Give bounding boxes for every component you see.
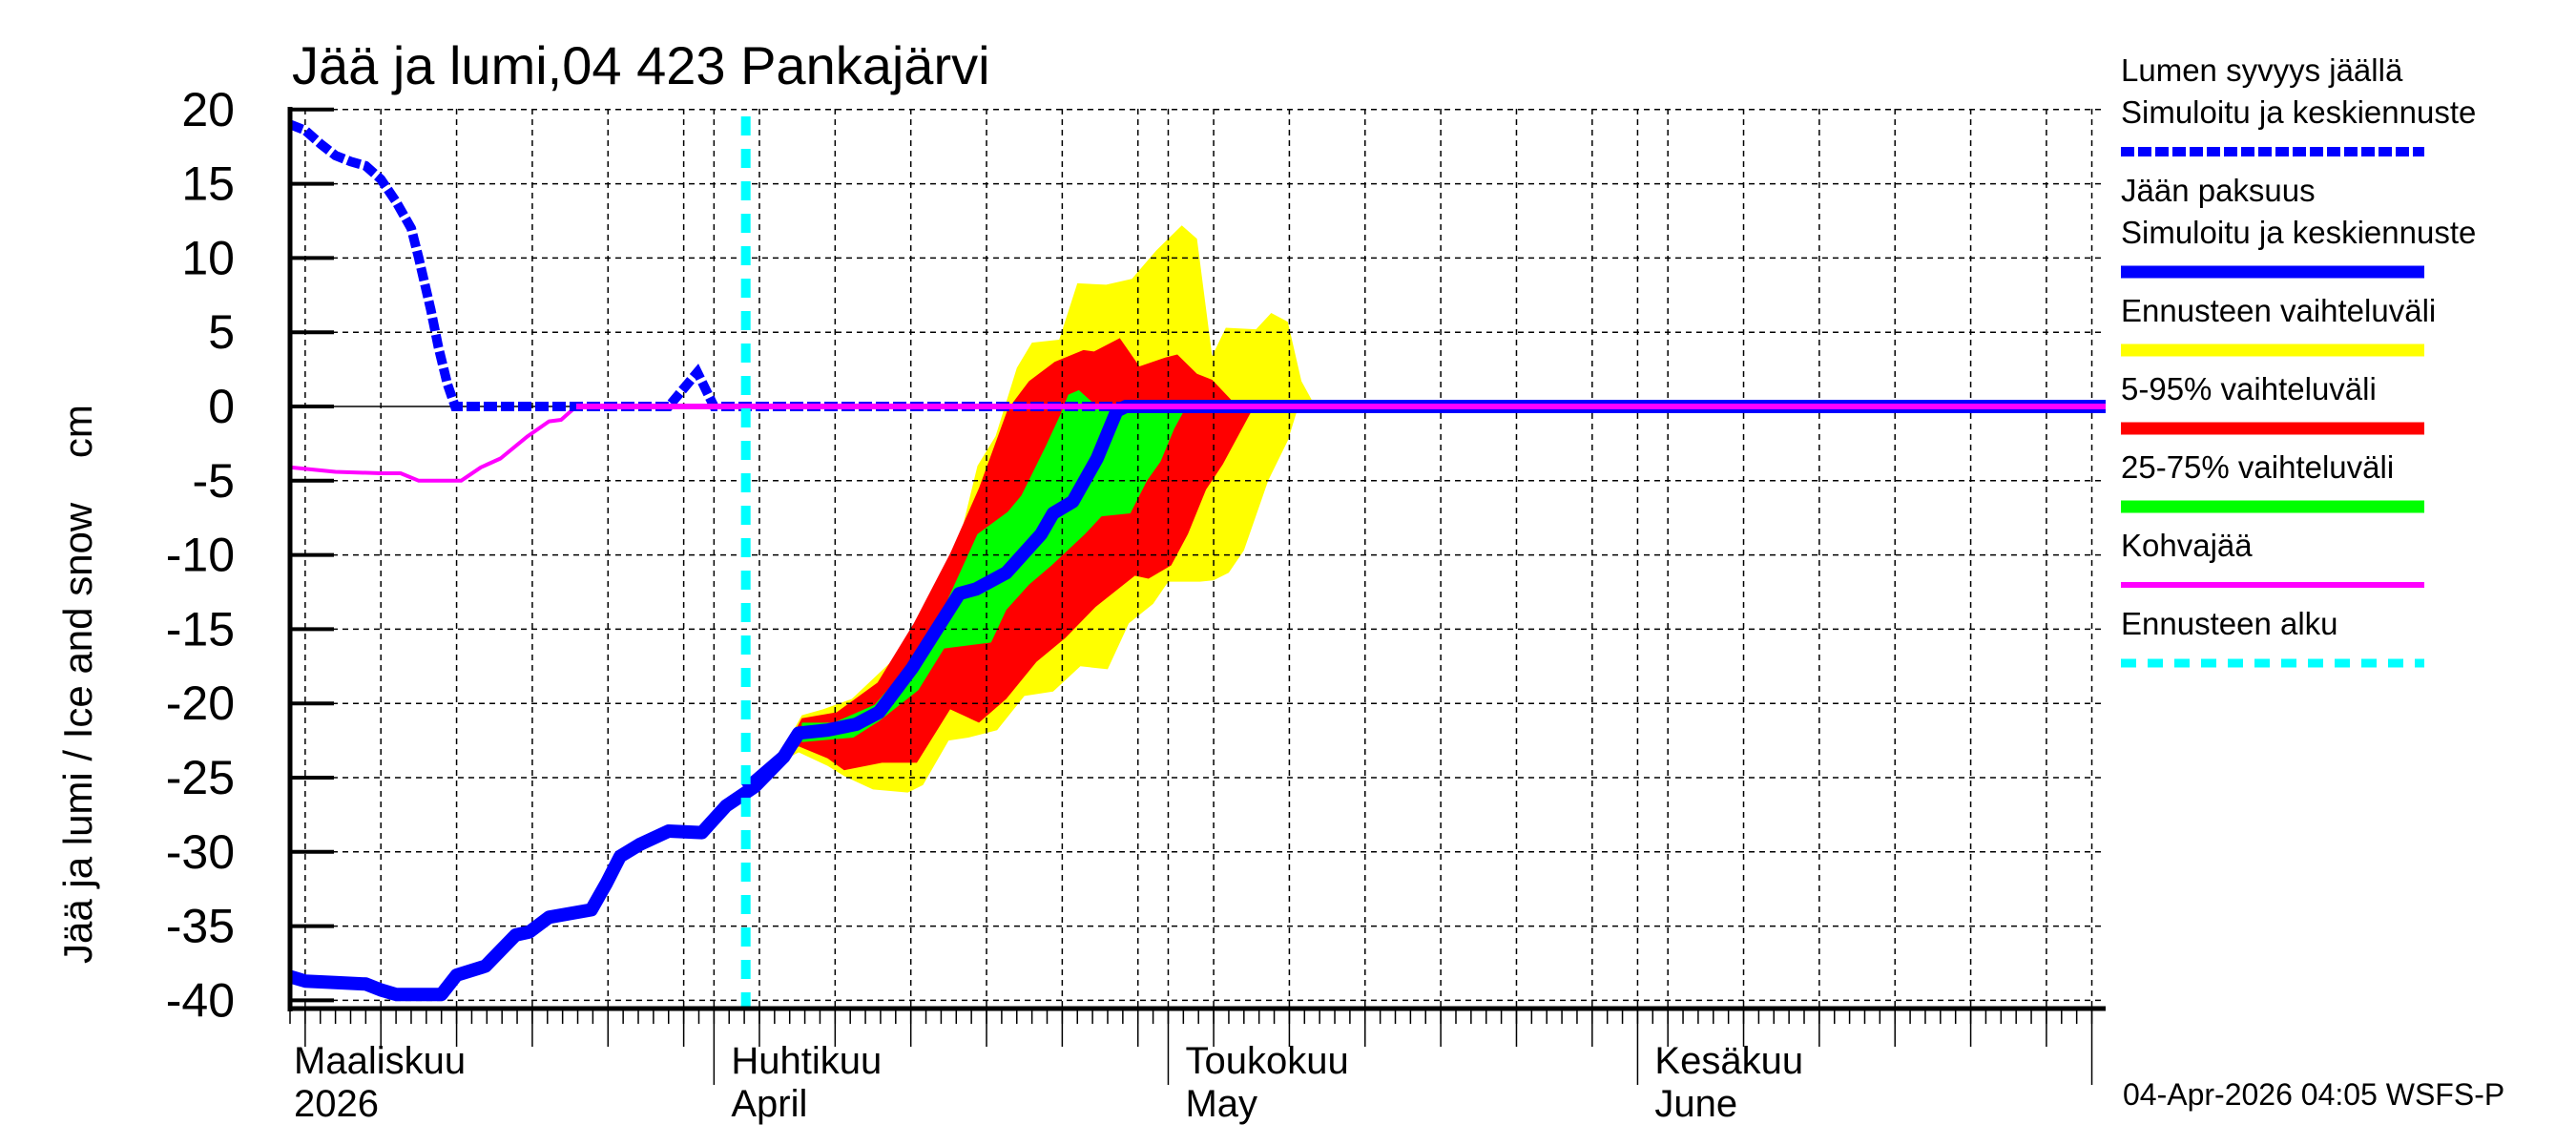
chart-title: Jää ja lumi,04 423 Pankajärvi <box>292 35 990 95</box>
y-tick-label: 0 <box>208 380 235 433</box>
y-tick-label: -40 <box>166 973 235 1027</box>
month-label-fi: Toukokuu <box>1185 1040 1348 1082</box>
ice-thickness-forecast-line <box>741 400 2106 795</box>
y-tick-labels: 20 15 10 5 0 -5 -10 -15 -20 -25 -30 -35 -40 <box>166 83 235 1028</box>
y-tick-label: -5 <box>193 454 235 508</box>
timestamp: 04-Apr-2026 04:05 WSFS-P <box>2123 1077 2504 1112</box>
legend-label: Kohvajää <box>2121 528 2253 563</box>
month-label-en: 2026 <box>294 1083 379 1125</box>
axes <box>287 107 2106 1085</box>
month-label-fi: Maaliskuu <box>294 1040 466 1082</box>
legend: Lumen syvyys jäällä Simuloitu ja keskienn… <box>2121 52 2476 668</box>
y-axis-label: Jää ja lumi / Ice and snow cm <box>55 405 100 964</box>
y-tick-label: 20 <box>181 83 235 136</box>
month-label-en: June <box>1654 1083 1737 1125</box>
forecast-bands <box>745 225 1323 793</box>
month-label-en: May <box>1185 1083 1257 1125</box>
legend-label: 25-75% vaihteluväli <box>2121 449 2394 485</box>
y-tick-label: -10 <box>166 529 235 582</box>
legend-label: Simuloitu ja keskiennuste <box>2121 94 2476 130</box>
kohvajaa-line <box>289 405 2106 483</box>
month-label-en: April <box>731 1083 807 1125</box>
legend-label: Ennusteen vaihteluväli <box>2121 293 2436 328</box>
y-tick-label: -20 <box>166 677 235 730</box>
legend-label: Ennusteen alku <box>2121 606 2338 641</box>
y-tick-label: -15 <box>166 602 235 656</box>
month-label-fi: Kesäkuu <box>1654 1040 1803 1082</box>
legend-label: Simuloitu ja keskiennuste <box>2121 215 2476 250</box>
legend-label: 5-95% vaihteluväli <box>2121 371 2377 406</box>
y-tick-label: 5 <box>208 305 235 359</box>
month-label-fi: Huhtikuu <box>731 1040 882 1082</box>
y-tick-label: -35 <box>166 900 235 953</box>
data-lines <box>288 116 2106 1009</box>
legend-label: Jään paksuus <box>2121 173 2316 208</box>
y-tick-label: 15 <box>181 157 235 211</box>
y-tick-label: 10 <box>181 231 235 284</box>
legend-label: Lumen syvyys jäällä <box>2121 52 2403 88</box>
y-tick-label: -30 <box>166 825 235 879</box>
y-tick-label: -25 <box>166 751 235 804</box>
ice-thickness-simulated-line <box>288 729 805 1002</box>
